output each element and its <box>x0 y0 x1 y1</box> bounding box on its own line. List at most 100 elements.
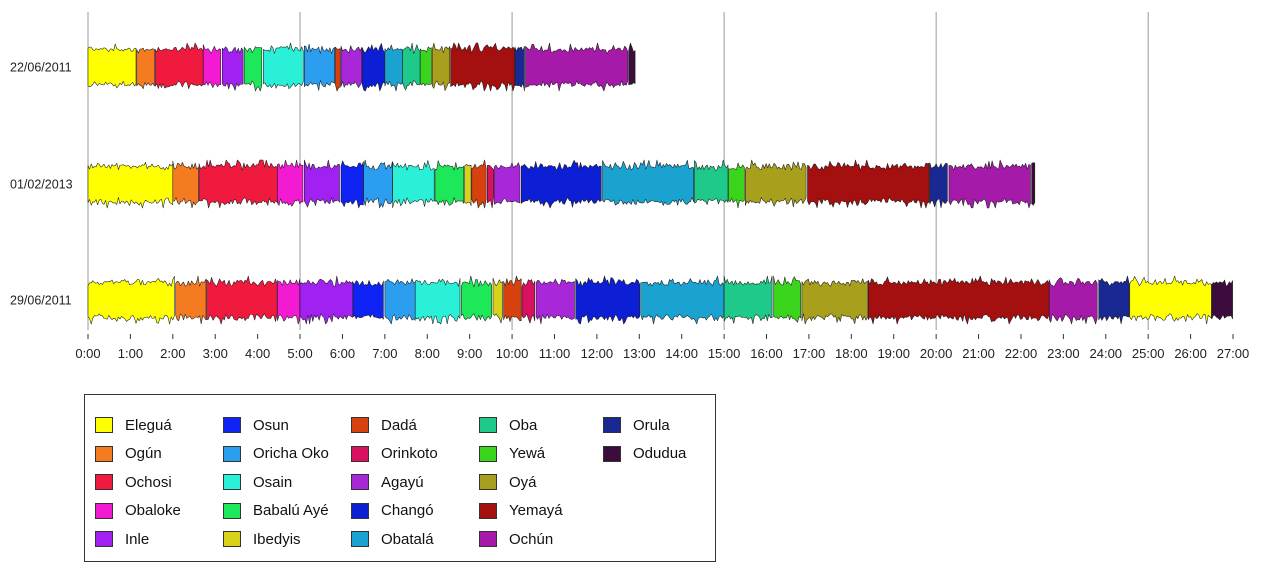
legend-item: Eleguá <box>85 411 181 440</box>
legend-column: Oba Yewá Oyá Yemayá Ochún <box>469 411 563 554</box>
x-tick-label: 20:00 <box>920 346 953 361</box>
legend-swatch <box>479 417 497 434</box>
waveform-segment <box>628 42 636 86</box>
waveform-segment <box>87 275 175 325</box>
waveform-segment <box>299 275 354 325</box>
waveform-segment <box>929 162 948 209</box>
legend-item: Ogún <box>85 440 181 469</box>
waveform-segment <box>487 165 494 209</box>
x-tick-label: 27:00 <box>1217 346 1250 361</box>
legend-label: Osain <box>253 473 293 491</box>
waveform-segment <box>431 42 451 91</box>
waveform-segment <box>450 42 515 92</box>
waveform-segment <box>340 160 364 209</box>
row-label: 01/02/2013 <box>10 178 73 192</box>
x-tick-label: 4:00 <box>245 346 270 361</box>
waveform-segment <box>503 275 522 322</box>
waveform-segment <box>243 46 263 92</box>
legend-label: Osun <box>253 416 289 434</box>
legend-item: Dadá <box>341 411 438 440</box>
legend-swatch <box>223 474 241 491</box>
legend-label: Oyá <box>509 473 537 491</box>
legend-swatch <box>351 502 369 519</box>
x-tick-label: 25:00 <box>1132 346 1165 361</box>
waveform-segment <box>414 278 461 325</box>
x-tick-label: 11:00 <box>539 346 571 361</box>
waveform-segment <box>640 275 725 325</box>
waveform-segment <box>206 275 278 325</box>
x-tick-label: 18:00 <box>835 346 868 361</box>
waveform-segment <box>263 42 304 89</box>
waveform-segment <box>304 43 335 91</box>
waveform-segment <box>277 278 301 325</box>
legend-swatch <box>351 445 369 462</box>
x-tick-label: 10:00 <box>496 346 529 361</box>
legend-swatch <box>95 474 113 491</box>
x-tick-label: 15:00 <box>708 346 741 361</box>
legend: Eleguá Ogún Ochosi Obaloke Inle Osun Oricha Ok… <box>84 394 716 562</box>
legend-item: Osun <box>213 411 329 440</box>
x-tick-label: 8:00 <box>415 346 440 361</box>
legend-swatch <box>95 417 113 434</box>
legend-item: Yewá <box>469 440 563 469</box>
x-tick-label: 3:00 <box>203 346 228 361</box>
waveform-segment <box>1098 275 1130 325</box>
x-tick-label: 6:00 <box>330 346 355 361</box>
x-axis: 0:00 1:00 2:00 3:00 4:00 5:00 6:00 7:00 8:00 9:00… <box>75 334 1249 361</box>
legend-label: Yemayá <box>509 502 563 520</box>
waveform-segment <box>154 42 204 90</box>
legend-item: Oricha Oko <box>213 440 329 469</box>
x-tick-label: 14:00 <box>665 346 698 361</box>
legend-label: Yewá <box>509 445 546 463</box>
x-tick-label: 1:00 <box>118 346 143 361</box>
waveform-segment <box>402 42 421 91</box>
x-tick-label: 9:00 <box>457 346 482 361</box>
x-tick-label: 23:00 <box>1047 346 1080 361</box>
legend-item: Babalú Ayé <box>213 497 329 526</box>
legend-item: Orinkoto <box>341 440 438 469</box>
waveform-segment <box>419 46 432 86</box>
x-tick-label: 2:00 <box>160 346 185 361</box>
waveform-segment <box>361 43 385 92</box>
legend-label: Eleguá <box>125 416 172 434</box>
waveform-segment <box>728 162 745 209</box>
legend-item: Odudua <box>593 440 686 469</box>
waveform-segment <box>464 164 472 206</box>
recording-row <box>87 42 636 92</box>
legend-label: Orinkoto <box>381 445 438 463</box>
legend-swatch <box>351 474 369 491</box>
legend-label: Changó <box>381 502 434 520</box>
x-tick-label: 7:00 <box>372 346 397 361</box>
waveform-segment <box>222 46 244 91</box>
x-tick-label: 5:00 <box>287 346 312 361</box>
x-tick-label: 26:00 <box>1174 346 1207 361</box>
waveform-segment <box>172 160 199 209</box>
waveform-segment <box>87 43 137 89</box>
legend-label: Ochún <box>509 530 554 548</box>
x-tick-label: 24:00 <box>1090 346 1123 361</box>
legend-swatch <box>223 445 241 462</box>
legend-swatch <box>223 502 241 519</box>
legend-column: Osun Oricha Oko Osain Babalú Ayé Ibedyis <box>213 411 329 554</box>
waveform-segment <box>363 159 393 209</box>
waveform-segment <box>723 275 773 325</box>
legend-swatch <box>351 417 369 434</box>
waveform-segment <box>304 159 340 208</box>
waveform-segment <box>1211 279 1233 321</box>
waveform-segment <box>202 44 222 88</box>
legend-swatch <box>95 502 113 519</box>
legend-label: Orula <box>633 416 670 434</box>
legend-label: Oba <box>509 416 538 434</box>
recording-row <box>87 275 1233 325</box>
legend-label: Ogún <box>125 445 162 463</box>
waveform-segment <box>352 280 384 320</box>
waveform-segment <box>1048 277 1098 325</box>
legend-swatch <box>95 531 113 548</box>
legend-swatch <box>479 474 497 491</box>
legend-label: Oricha Oko <box>253 445 329 463</box>
legend-item: Changó <box>341 497 438 526</box>
x-tick-label: 22:00 <box>1005 346 1038 361</box>
legend-item: Obatalá <box>341 525 438 554</box>
legend-label: Ochosi <box>125 473 172 491</box>
legend-label: Dadá <box>381 416 417 434</box>
